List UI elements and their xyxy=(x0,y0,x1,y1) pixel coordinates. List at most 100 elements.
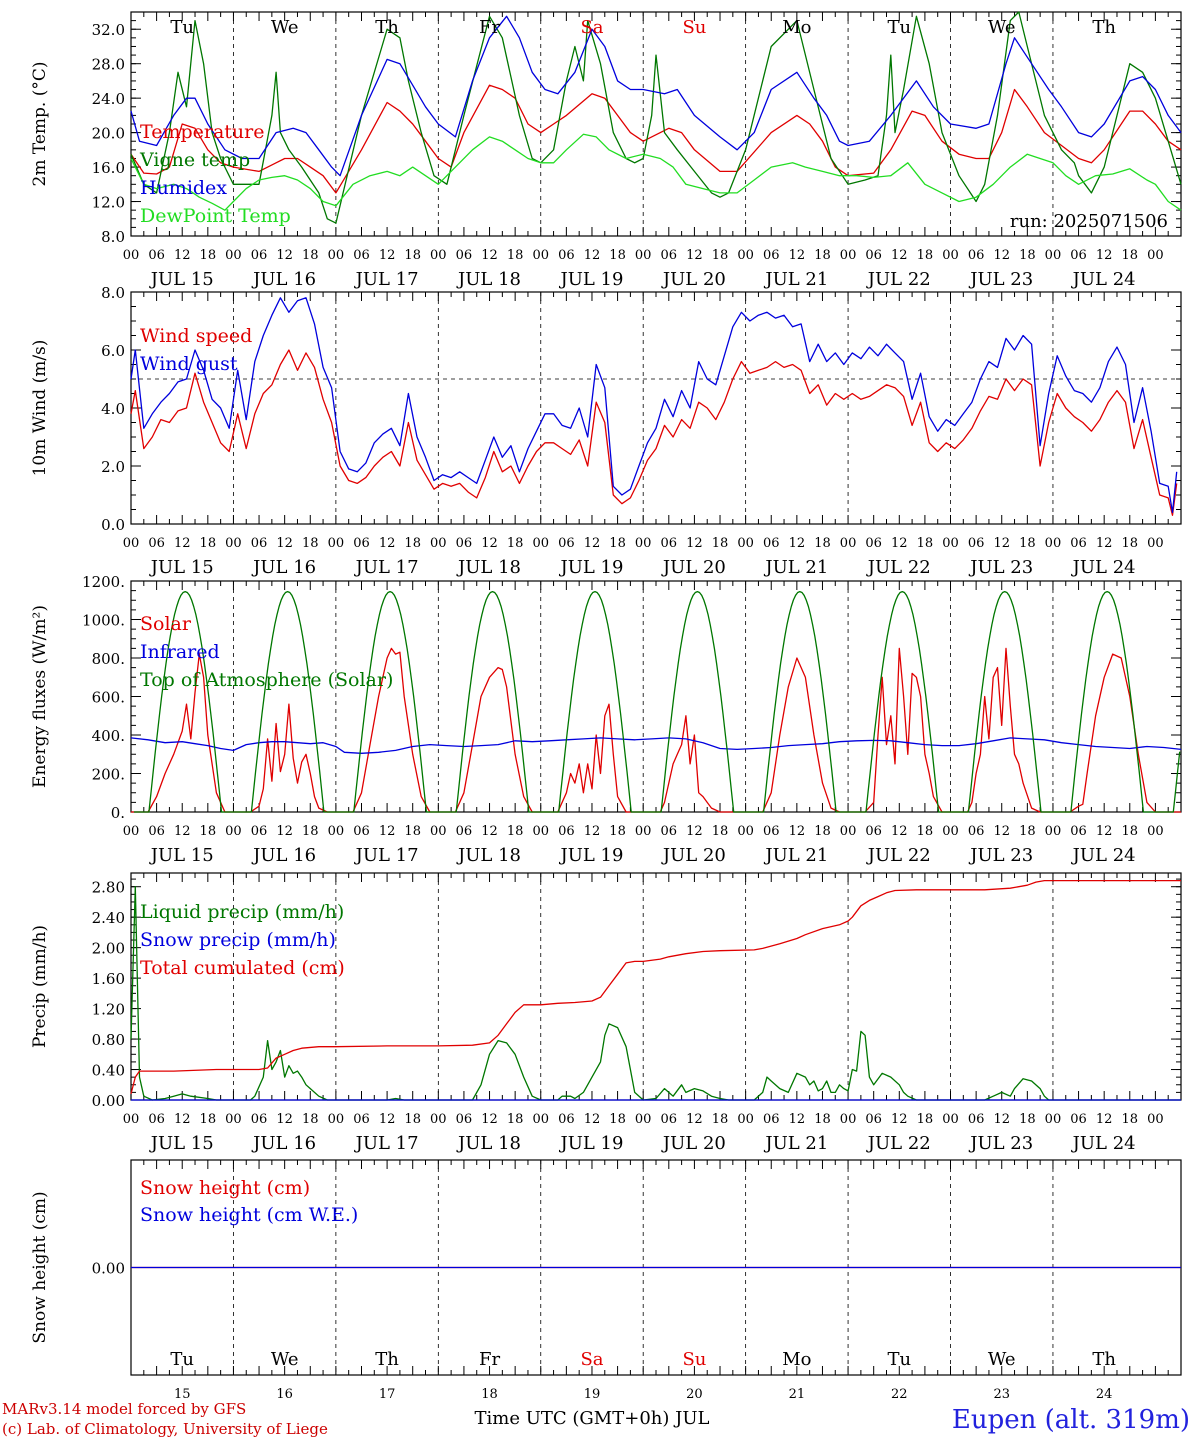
date-label: JUL 23 xyxy=(968,557,1033,578)
legend-entry: Snow height (cm W.E.) xyxy=(140,1204,358,1226)
hour-label: 00 xyxy=(532,248,549,263)
time-axis-title: Time UTC (GMT+0h) JUL xyxy=(475,1408,710,1429)
date-label: JUL 18 xyxy=(456,269,521,290)
hour-label: 18 xyxy=(917,248,934,263)
panel-2: 0.0 2.0 4.0 6.0 8.0 10m Wind (m/s) Wind speed W… xyxy=(30,284,1182,578)
hour-label: 06 xyxy=(353,248,370,263)
hour-label: 12 xyxy=(379,248,396,263)
hour-label: 00 xyxy=(1045,1112,1062,1127)
date-label: JUL 21 xyxy=(763,557,828,578)
hour-label: 00 xyxy=(840,824,857,839)
day-of-week-label: Tu xyxy=(170,1349,194,1370)
hour-label: 06 xyxy=(1070,1112,1087,1127)
y-tick-label: 2.00 xyxy=(92,940,125,958)
legend-entry: Snow height (cm) xyxy=(140,1177,310,1199)
hour-label: 12 xyxy=(686,1112,703,1127)
date-label: JUL 16 xyxy=(251,269,316,290)
series-line-top-of-atmosphere-solar- xyxy=(134,590,1181,813)
hour-label: 18 xyxy=(200,824,217,839)
y-tick-label: 20.0 xyxy=(92,125,125,143)
plot-frame xyxy=(130,580,1182,813)
hour-label: 00 xyxy=(123,824,140,839)
hour-label: 18 xyxy=(302,248,319,263)
hour-label: 00 xyxy=(225,248,242,263)
hour-label: 18 xyxy=(1122,824,1139,839)
hour-label: 00 xyxy=(737,824,754,839)
station-name: Eupen (alt. 319m) xyxy=(952,1405,1190,1435)
day-number-label: 21 xyxy=(789,1387,806,1402)
panel-3: 0. 200. 400. 600. 800. 1000. 1200. Energy fluxe… xyxy=(30,573,1182,866)
date-label: JUL 24 xyxy=(1071,845,1136,866)
y-axis-label: Snow height (cm) xyxy=(30,1191,50,1343)
y-tick-label: 6.0 xyxy=(101,342,125,360)
date-label: JUL 23 xyxy=(968,1133,1033,1154)
hour-label: 00 xyxy=(532,824,549,839)
hour-label: 18 xyxy=(814,536,831,551)
day-number-label: 16 xyxy=(276,1387,293,1402)
hour-label: 18 xyxy=(712,536,729,551)
hour-label: 00 xyxy=(942,248,959,263)
y-tick-label: 600. xyxy=(92,689,125,707)
hour-label: 06 xyxy=(456,248,473,263)
day-of-week-label: We xyxy=(271,17,299,38)
hour-label: 18 xyxy=(917,824,934,839)
hour-label: 12 xyxy=(276,536,293,551)
legend-entry: Infrared xyxy=(140,641,220,663)
legend-entry: Wind gust xyxy=(140,353,238,375)
day-of-week-label: Fr xyxy=(479,17,500,38)
hour-label: 00 xyxy=(1147,536,1164,551)
hour-label: 06 xyxy=(763,248,780,263)
hour-label: 18 xyxy=(302,536,319,551)
hour-label: 12 xyxy=(1096,536,1113,551)
y-tick-label: 2.80 xyxy=(92,879,125,897)
panel-1: 8.0 12.0 16.0 20.0 24.0 28.0 32.0 2m Temp. (°C)… xyxy=(30,11,1182,290)
hour-label: 18 xyxy=(609,824,626,839)
y-tick-label: 8.0 xyxy=(101,284,125,302)
hour-label: 18 xyxy=(200,536,217,551)
y-tick-label: 32.0 xyxy=(92,21,125,39)
day-of-week-label: Fr xyxy=(479,1349,500,1370)
hour-label: 00 xyxy=(225,824,242,839)
hour-label: 18 xyxy=(507,1112,524,1127)
date-label: JUL 24 xyxy=(1071,269,1136,290)
hour-label: 00 xyxy=(840,536,857,551)
date-label: JUL 17 xyxy=(354,557,419,578)
day-of-week-label: Su xyxy=(682,1349,706,1370)
y-tick-label: 4.0 xyxy=(101,400,125,418)
date-label: JUL 22 xyxy=(866,269,931,290)
hour-label: 12 xyxy=(276,1112,293,1127)
date-label: JUL 16 xyxy=(251,1133,316,1154)
hour-label: 12 xyxy=(993,248,1010,263)
y-tick-label: 0.0 xyxy=(101,516,125,534)
hour-label: 06 xyxy=(865,824,882,839)
legend-entry: Total cumulated (cm) xyxy=(140,957,345,979)
hour-label: 12 xyxy=(1096,248,1113,263)
hour-label: 06 xyxy=(353,1112,370,1127)
hour-label: 00 xyxy=(225,536,242,551)
legend-entry: DewPoint Temp xyxy=(140,205,291,227)
series-line-vigne-temp xyxy=(130,11,1182,224)
hour-label: 12 xyxy=(1096,824,1113,839)
day-of-week-label: Tu xyxy=(887,17,911,38)
day-of-week-label: Th xyxy=(1092,17,1116,38)
legend-entry: Liquid precip (mm/h) xyxy=(140,901,344,923)
hour-label: 18 xyxy=(507,248,524,263)
hour-label: 00 xyxy=(840,1112,857,1127)
hour-label: 00 xyxy=(225,1112,242,1127)
hour-label: 00 xyxy=(532,1112,549,1127)
date-label: JUL 19 xyxy=(558,1133,623,1154)
hour-label: 12 xyxy=(584,536,601,551)
hour-label: 00 xyxy=(123,1112,140,1127)
date-label: JUL 17 xyxy=(354,845,419,866)
hour-label: 06 xyxy=(865,248,882,263)
hour-label: 12 xyxy=(789,824,806,839)
hour-label: 18 xyxy=(1122,1112,1139,1127)
day-of-week-label: Th xyxy=(375,1349,399,1370)
hour-label: 06 xyxy=(456,1112,473,1127)
hour-label: 12 xyxy=(686,248,703,263)
day-number-label: 17 xyxy=(379,1387,396,1402)
hour-label: 18 xyxy=(1122,536,1139,551)
run-label: run: 2025071506 xyxy=(1010,211,1168,232)
hour-label: 06 xyxy=(148,824,165,839)
